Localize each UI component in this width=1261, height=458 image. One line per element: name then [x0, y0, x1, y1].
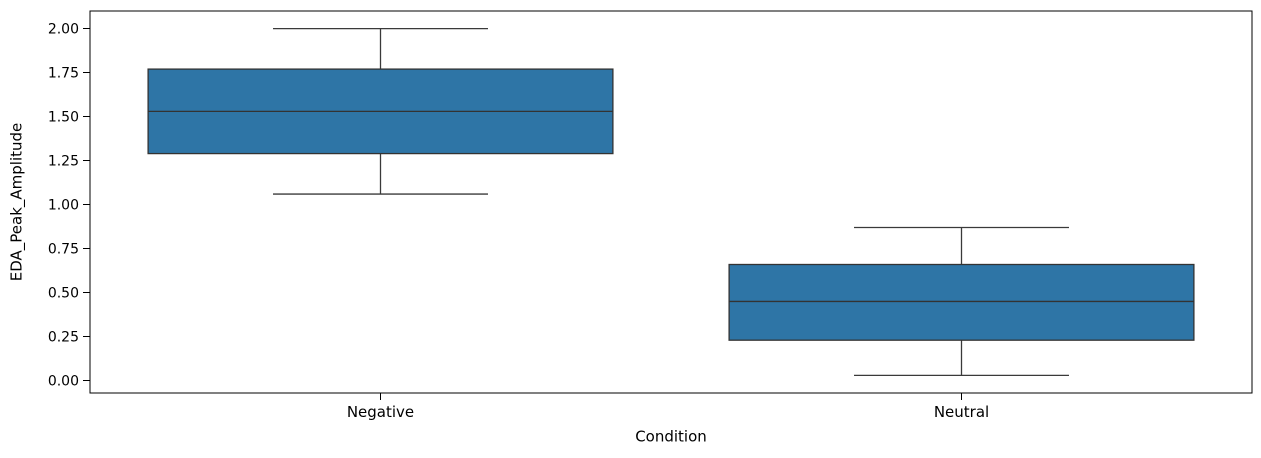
- y-tick-label: 1.00: [48, 198, 79, 214]
- y-tick-label: 1.75: [48, 66, 79, 82]
- axes-spines: [89, 10, 1253, 394]
- x-axis-label: Condition: [635, 427, 707, 446]
- box-neutral: [728, 263, 1195, 341]
- y-tick-label: 0.00: [48, 374, 79, 390]
- y-tick-label: 1.25: [48, 154, 79, 170]
- y-tick-label: 1.50: [48, 110, 79, 126]
- y-axis-label: EDA_Peak_Amplitude: [7, 122, 26, 282]
- x-tick-label: Neutral: [934, 403, 989, 421]
- y-tick-label: 0.50: [48, 286, 79, 302]
- y-tick-label: 0.25: [48, 330, 79, 346]
- x-tick-label: Negative: [347, 403, 414, 421]
- y-tick-label: 0.75: [48, 242, 79, 258]
- y-tick-label: 2.00: [48, 22, 79, 38]
